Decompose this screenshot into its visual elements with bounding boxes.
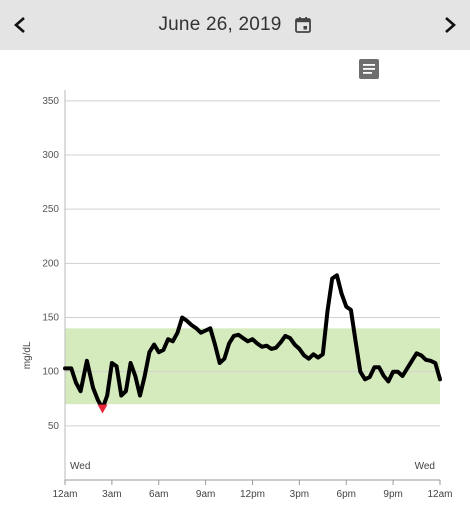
notes-icon	[359, 59, 379, 79]
x-tick-label: 12pm	[240, 489, 265, 500]
date-header: June 26, 2019	[0, 0, 470, 50]
x-tick-label: 9pm	[383, 489, 402, 500]
glucose-chart: 50 100 150 200 250 300 350 mg/dL 12am 3am 6am 9am 12…	[0, 90, 470, 518]
x-tick-label: 6am	[149, 489, 168, 500]
calendar-icon	[294, 17, 311, 33]
y-tick-label: 100	[42, 367, 59, 378]
y-tick-label: 50	[48, 421, 60, 432]
glucose-series-line	[63, 273, 442, 411]
chevron-left-icon	[14, 17, 25, 33]
y-tick-label: 350	[42, 96, 59, 107]
x-tick-label: 3pm	[290, 489, 309, 500]
glucose-chart-svg: 50 100 150 200 250 300 350 mg/dL 12am 3am 6am 9am 12…	[22, 90, 453, 500]
y-tick-label: 150	[42, 313, 59, 324]
y-tick-label: 200	[42, 258, 59, 269]
x-tick-label: 12am	[52, 489, 77, 500]
low-glucose-marker	[97, 404, 108, 414]
x-tick-label: 3am	[102, 489, 121, 500]
previous-day-button[interactable]	[0, 0, 40, 50]
calendar-button[interactable]	[294, 16, 312, 34]
chevron-right-icon	[445, 17, 456, 33]
y-axis-label: mg/dL	[22, 341, 33, 369]
y-tick-label: 300	[42, 150, 59, 161]
x-tick-label: 9am	[196, 489, 215, 500]
x-tick-label: 6pm	[337, 489, 356, 500]
y-tick-label: 250	[42, 204, 59, 215]
day-label-start: Wed	[70, 461, 90, 472]
next-day-button[interactable]	[430, 0, 470, 50]
x-tick-label: 12am	[427, 489, 452, 500]
notes-button[interactable]	[358, 58, 380, 80]
date-title: June 26, 2019	[158, 14, 282, 35]
day-label-end: Wed	[415, 461, 435, 472]
